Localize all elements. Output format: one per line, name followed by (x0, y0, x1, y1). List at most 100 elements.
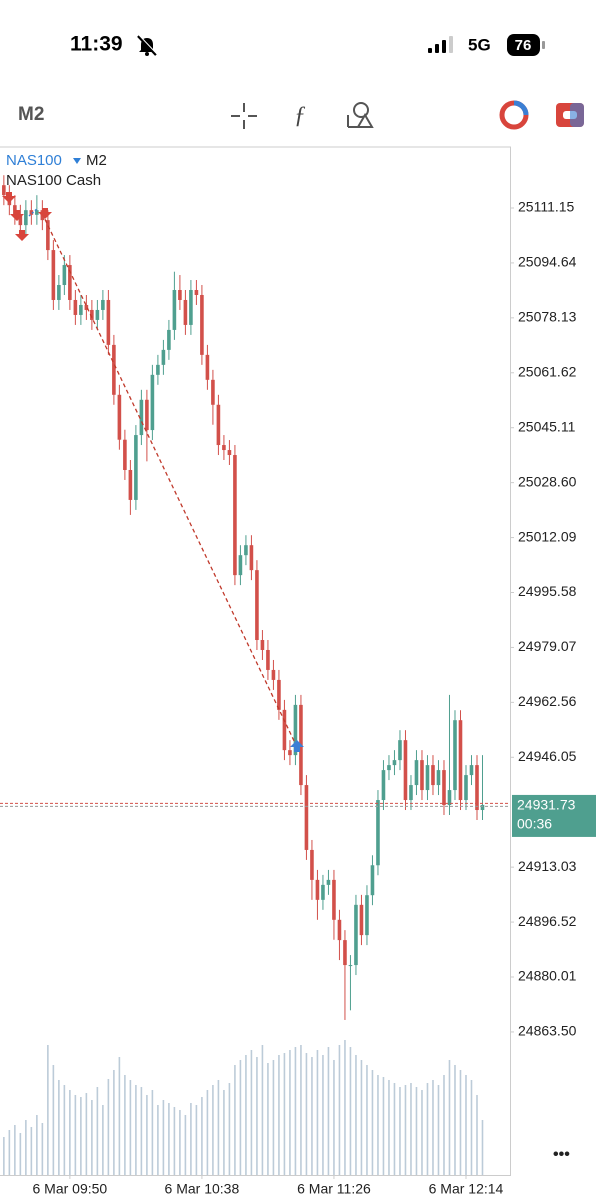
candle-body (321, 884, 325, 900)
objects-button[interactable] (347, 102, 374, 128)
candle-body (227, 450, 232, 456)
candle-body (200, 294, 204, 355)
network: 5G (468, 35, 491, 54)
candle-body (403, 740, 408, 801)
y-tick-label: 24863.50 (518, 1023, 577, 1039)
battery-level: 76 (515, 37, 532, 54)
indicators-button[interactable]: ƒ (294, 103, 306, 129)
candle-body (414, 760, 419, 786)
candle-body (255, 570, 259, 641)
candle-body (475, 765, 479, 811)
candle-body (189, 289, 193, 325)
candle-body (376, 800, 380, 866)
candle-body (387, 765, 391, 771)
y-tick-label: 24896.52 (518, 913, 577, 929)
candle-body (128, 469, 133, 500)
current-price-box (512, 794, 596, 837)
candle-body (315, 879, 320, 900)
y-tick-label: 24880.01 (518, 968, 577, 984)
timeframe-button[interactable]: M2 (18, 104, 44, 125)
symbol-description: NAS100 Cash (6, 172, 101, 189)
y-tick-label: 24995.58 (518, 583, 577, 599)
candle-body (178, 289, 182, 300)
y-tick-label: 25094.64 (518, 254, 577, 270)
candle-body (348, 965, 353, 967)
candle-body (51, 250, 56, 300)
candle-body (326, 879, 331, 885)
candle-body (288, 750, 292, 756)
candle-body (425, 765, 430, 791)
candle-body (35, 210, 39, 215)
candle-body (46, 220, 50, 251)
candle-body (90, 309, 94, 320)
candle-body (392, 760, 397, 766)
candle-body (354, 904, 358, 966)
candle-body (260, 640, 265, 650)
candle-body (161, 349, 166, 365)
more-button[interactable]: ••• (553, 1146, 570, 1163)
candle-body (442, 770, 446, 806)
symbol-button[interactable]: NAS100 (6, 152, 62, 169)
candle-body (84, 304, 89, 310)
candle-body (480, 804, 485, 811)
candle-body (68, 265, 72, 300)
y-tick-label: 24913.03 (518, 858, 577, 874)
candle-body (381, 770, 386, 801)
current-price-label: 24931.73 (517, 797, 576, 813)
battery-icon: 76 (507, 34, 545, 56)
candle-body (57, 285, 61, 300)
candle-body (447, 790, 452, 806)
y-tick-label: 24979.07 (518, 638, 577, 654)
candle-body (464, 775, 468, 801)
candle-body (238, 555, 243, 576)
sell-markers (2, 192, 52, 241)
y-tick-label: 25028.60 (518, 473, 577, 489)
y-tick-label: 25078.13 (518, 309, 577, 325)
candle-body (13, 205, 17, 215)
candle-body (123, 439, 127, 470)
candle-body (409, 785, 413, 801)
candle-body (216, 404, 221, 446)
candle-body (145, 399, 149, 431)
candle-body (337, 919, 342, 941)
candle-body (95, 309, 100, 320)
buy-marker (290, 740, 304, 752)
symbol-dropdown[interactable] (73, 158, 81, 164)
signal-icon (428, 36, 453, 53)
candle-body (18, 214, 23, 226)
candle-body (249, 545, 254, 571)
y-tick-label: 24946.05 (518, 748, 577, 764)
candle-body (458, 720, 463, 801)
candle-body (73, 299, 78, 315)
crosshair-button[interactable] (231, 103, 257, 129)
candle-body (453, 720, 457, 791)
y-tick-label: 24962.56 (518, 693, 577, 709)
candle-body (343, 940, 347, 966)
candle-body (332, 879, 336, 920)
candle-body (2, 185, 6, 196)
x-tick-label: 6 Mar 10:38 (165, 1181, 240, 1197)
trade-button[interactable] (499, 100, 529, 130)
candle-body (436, 770, 441, 786)
candle-body (134, 435, 138, 500)
candle-body (266, 649, 270, 670)
candle-body (172, 289, 177, 330)
candle-body (150, 374, 155, 431)
candle-body (24, 210, 28, 226)
x-tick-label: 6 Mar 11:26 (297, 1181, 371, 1197)
candle-body (359, 904, 364, 936)
y-tick-label: 25061.62 (518, 363, 577, 379)
candle-body (139, 399, 144, 436)
y-tick-label: 25045.11 (518, 418, 576, 434)
one-click-button[interactable] (556, 103, 584, 127)
candle-body (310, 849, 314, 880)
candle-body (62, 265, 67, 286)
x-tick-label: 6 Mar 12:14 (429, 1181, 504, 1197)
x-tick-label: 6 Mar 09:50 (33, 1181, 108, 1197)
candle-body (370, 865, 375, 896)
candle-body (420, 760, 424, 791)
candle-body (304, 785, 309, 850)
candle-body (112, 344, 116, 395)
